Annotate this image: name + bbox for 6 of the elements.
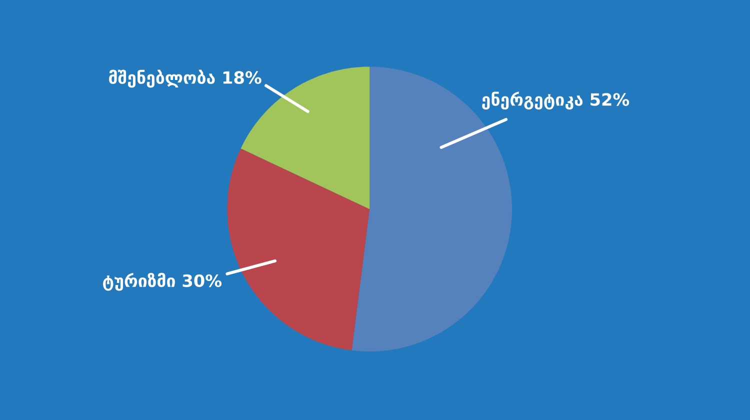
slice-label: ენერგეტიკა [482, 92, 583, 110]
data-label: 18% [223, 71, 262, 84]
data-label: 52% [590, 92, 630, 106]
slice-label: მშენებლობა [109, 70, 215, 88]
slice-label: ტურიზმი [103, 272, 175, 291]
data-label: 30% [182, 274, 222, 287]
